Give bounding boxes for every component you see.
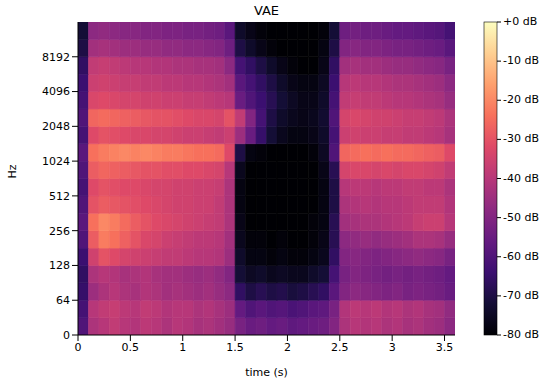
svg-text:-20 dB: -20 dB: [503, 93, 539, 106]
svg-text:0.5: 0.5: [122, 341, 140, 354]
svg-text:+0 dB: +0 dB: [503, 15, 537, 28]
svg-text:512: 512: [49, 190, 70, 203]
svg-text:3: 3: [389, 341, 396, 354]
svg-text:1.5: 1.5: [226, 341, 244, 354]
svg-text:2048: 2048: [42, 120, 70, 133]
svg-text:0: 0: [63, 329, 70, 342]
svg-text:-80 dB: -80 dB: [503, 328, 539, 341]
svg-text:128: 128: [49, 259, 70, 272]
svg-text:4096: 4096: [42, 85, 70, 98]
svg-text:-30 dB: -30 dB: [503, 132, 539, 145]
svg-text:-40 dB: -40 dB: [503, 172, 539, 185]
svg-text:Hz: Hz: [6, 164, 19, 178]
svg-text:3.5: 3.5: [436, 341, 454, 354]
svg-text:1024: 1024: [42, 155, 70, 168]
html-text:VAE: VAE: [253, 3, 280, 18]
svg-text:time (s): time (s): [245, 366, 288, 379]
svg-text:-70 dB: -70 dB: [503, 289, 539, 302]
svg-text:2.5: 2.5: [331, 341, 349, 354]
svg-text:64: 64: [56, 294, 70, 307]
svg-text:1: 1: [179, 341, 186, 354]
svg-text:0: 0: [75, 341, 82, 354]
svg-text:-60 dB: -60 dB: [503, 250, 539, 263]
svg-text:256: 256: [49, 225, 70, 238]
svg-text:-10 dB: -10 dB: [503, 54, 539, 67]
svg-text:2: 2: [284, 341, 291, 354]
svg-text:-50 dB: -50 dB: [503, 211, 539, 224]
svg-text:8192: 8192: [42, 51, 70, 64]
